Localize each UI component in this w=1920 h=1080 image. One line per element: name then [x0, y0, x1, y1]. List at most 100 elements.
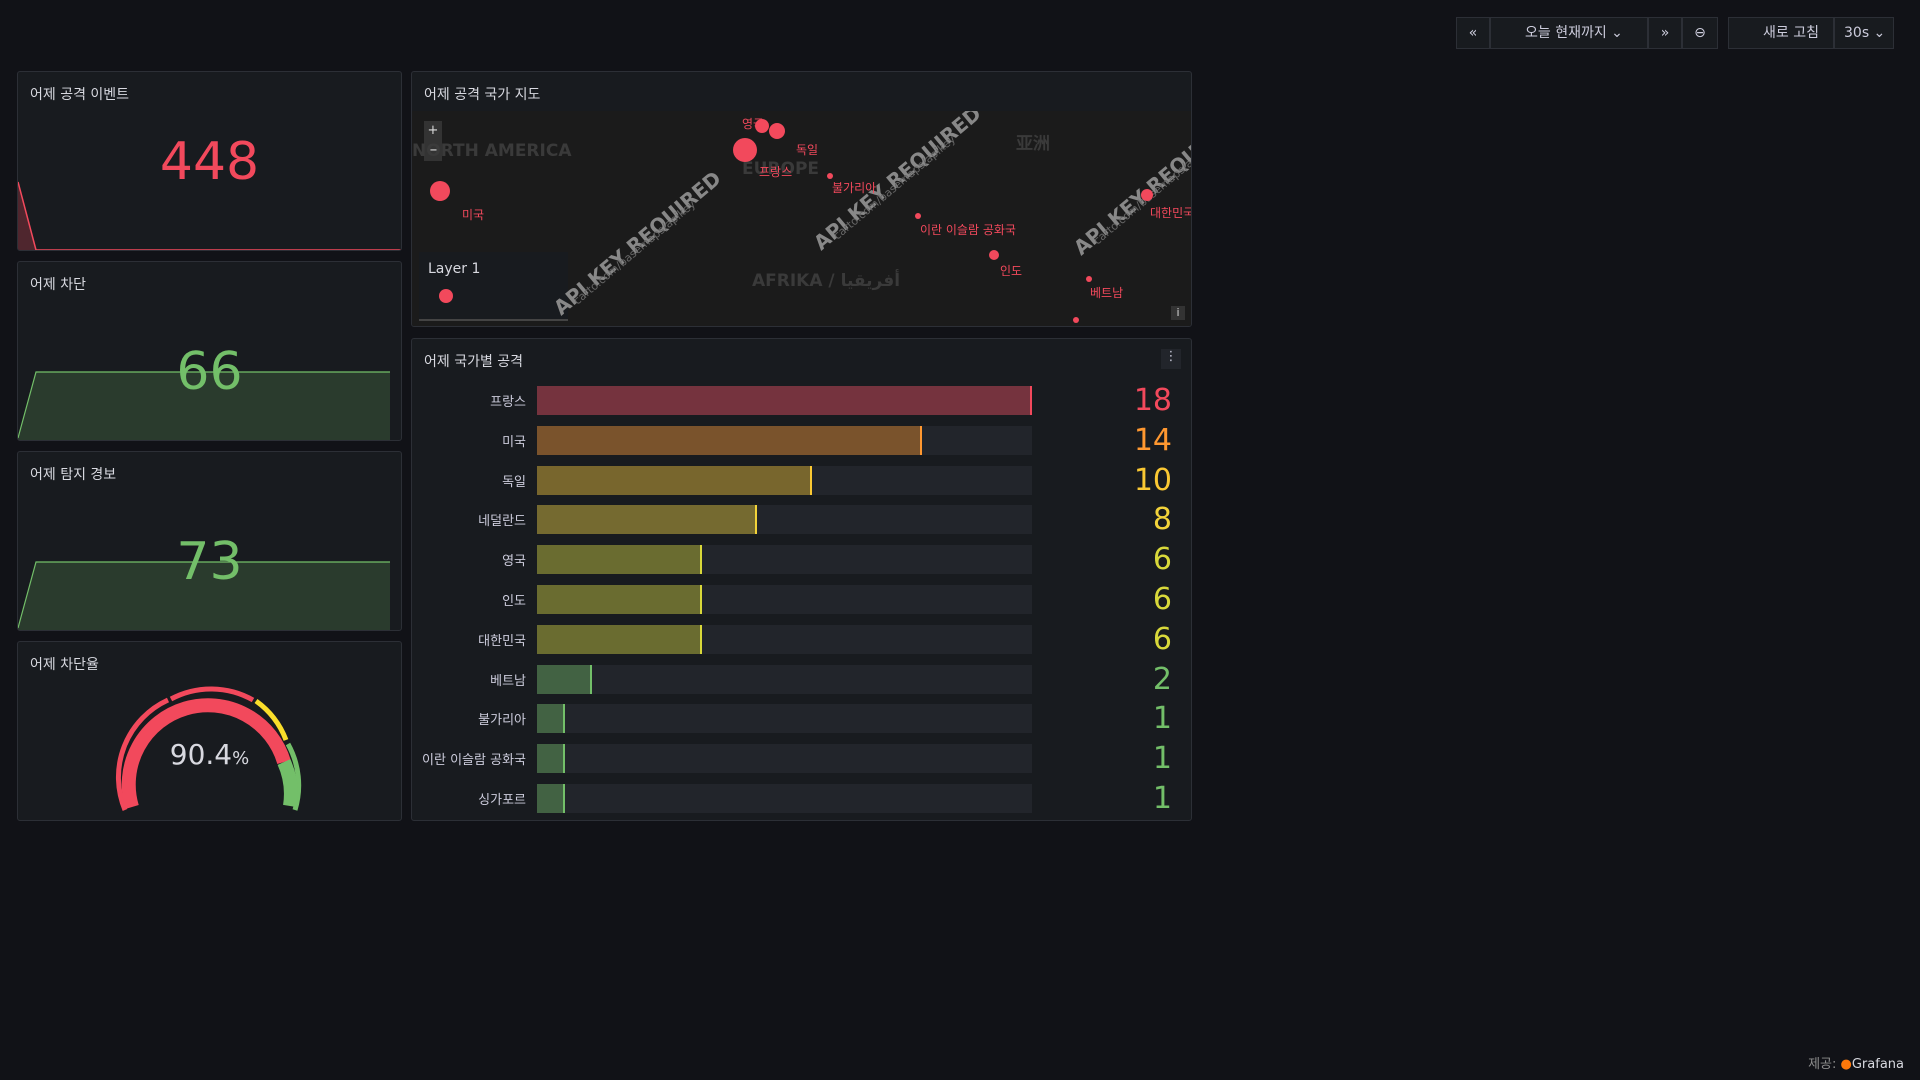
panel-title: 어제 공격 이벤트 [30, 87, 130, 103]
bar-track [537, 425, 1032, 455]
bar-label: 미국 [502, 434, 526, 450]
refresh-interval[interactable]: 30s ⌄ [1834, 17, 1894, 49]
map-label: 싱가포르 [1078, 324, 1122, 326]
bar [537, 545, 702, 575]
bar-track [537, 465, 1032, 495]
footer-brand: Grafana [1851, 1057, 1904, 1072]
stat-value: 66 [176, 342, 243, 402]
map-panel: 어제 공격 국가 지도 + − Layer 1 i API KEY REQUIRE… [411, 71, 1192, 327]
interval-label: 30s [1844, 25, 1870, 41]
blocked-panel: 어제 차단 66 [17, 261, 402, 441]
panel-title: 어제 국가별 공격 [424, 354, 524, 370]
map-point [1073, 317, 1079, 323]
time-picker[interactable]: 오늘 현재까지 ⌄ [1490, 17, 1648, 49]
map-label: 대한민국 [1150, 206, 1192, 220]
region-label: 亚洲 [1016, 134, 1050, 154]
bar-track [537, 585, 1032, 614]
bar-value: 10 [1133, 462, 1172, 498]
map-point [430, 181, 450, 201]
watermark-url: carto.com/basemaps/apikey [570, 197, 699, 308]
bar-label: 프랑스 [490, 395, 526, 410]
shift-forward[interactable]: » [1648, 17, 1682, 49]
bar [537, 744, 565, 774]
bar-value: 14 [1133, 422, 1172, 458]
sparkline [18, 181, 401, 250]
footer-prefix: 제공: [1808, 1057, 1837, 1072]
map-point [1086, 276, 1092, 282]
bar-label: 대한민국 [478, 633, 526, 649]
bar-value: 8 [1152, 502, 1172, 538]
zoom-out[interactable]: ⊖ [1682, 17, 1718, 49]
refresh-label: 새로 고침 [1763, 25, 1819, 41]
bar-value: 1 [1152, 781, 1172, 816]
bar-value: 6 [1152, 621, 1172, 657]
panel-title: 어제 차단율 [30, 657, 99, 673]
bar-track [537, 664, 1032, 694]
bar [537, 664, 592, 694]
bar-track [537, 704, 1032, 734]
layer-name: Layer 1 [428, 261, 481, 277]
bar-value: 1 [1152, 701, 1172, 737]
sparkline [18, 371, 390, 440]
map-point [1141, 189, 1153, 201]
time-range: 오늘 현재까지 [1525, 25, 1607, 41]
bar-value: 18 [1133, 383, 1172, 418]
bar [537, 704, 565, 734]
footer: 제공: ●Grafana [1808, 1057, 1904, 1072]
alerts-panel: 어제 탐지 경보 73 [17, 451, 402, 631]
stat-value: 448 [159, 132, 260, 192]
panel-menu[interactable]: ⋮ [1161, 349, 1181, 369]
gauge-unit: % [232, 748, 250, 769]
panel-title: 어제 차단 [30, 277, 86, 293]
region-label: NORTH AMERICA [412, 141, 572, 161]
bar-track [537, 784, 1032, 813]
bar-track [537, 545, 1032, 575]
bar-gauge-panel: 어제 국가별 공격 ⋮ 프랑스 18 미국 14 독일 10 네덜란드 8 영국 6 인도 6 대한민국… [411, 338, 1192, 821]
bar [537, 505, 757, 535]
map-label: 영국 [742, 117, 765, 131]
map-point [827, 173, 833, 179]
map-label: 베트남 [1090, 286, 1124, 300]
bar-value: 2 [1152, 661, 1172, 697]
refresh-button[interactable]: 새로 고침 [1728, 17, 1834, 49]
map-label: 이란 이슬람 공화국 [920, 223, 1016, 237]
map-point [733, 138, 757, 162]
bar [537, 624, 702, 654]
bar-value: 6 [1152, 542, 1172, 578]
bar-label: 이란 이슬람 공화국 [422, 753, 526, 769]
bar-track [537, 505, 1032, 535]
map-legend: Layer 1 [419, 252, 568, 321]
bar-track [537, 624, 1032, 654]
bar-label: 네덜란드 [478, 514, 526, 530]
map-point [915, 213, 921, 219]
panel-title: 어제 공격 국가 지도 [424, 87, 541, 103]
map-point [769, 123, 785, 139]
bar-value: 1 [1152, 741, 1172, 777]
region-label: EUROPE [742, 159, 820, 179]
gauge-value: 90.4% [18, 738, 401, 771]
bar-label: 싱가포르 [478, 793, 526, 808]
legend-dot [439, 289, 453, 303]
stat-value: 73 [176, 532, 243, 592]
bar-track [537, 744, 1032, 774]
zoom-controls[interactable]: + − [424, 121, 442, 161]
bar [537, 386, 1032, 415]
map-label: 독일 [796, 143, 819, 157]
events-panel: 어제 공격 이벤트 448 [17, 71, 402, 251]
map-label: 프랑스 [759, 165, 793, 179]
shift-back[interactable]: « [1456, 17, 1490, 49]
bar [537, 585, 702, 614]
gauge-number: 90.4 [169, 738, 233, 771]
watermark: API KEY REQUIRED [1068, 111, 1192, 260]
map-label: 미국 [462, 208, 485, 222]
map-point [989, 250, 999, 260]
map-label: 인도 [1000, 264, 1023, 278]
bar-value: 6 [1152, 582, 1172, 617]
bar-label: 인도 [502, 594, 526, 609]
bar [537, 784, 565, 813]
gauge [115, 686, 302, 811]
panel-title: 어제 탐지 경보 [30, 467, 117, 483]
info-button[interactable]: i [1171, 306, 1185, 320]
map[interactable]: + − Layer 1 i API KEY REQUIRED carto.com/b… [412, 111, 1192, 326]
